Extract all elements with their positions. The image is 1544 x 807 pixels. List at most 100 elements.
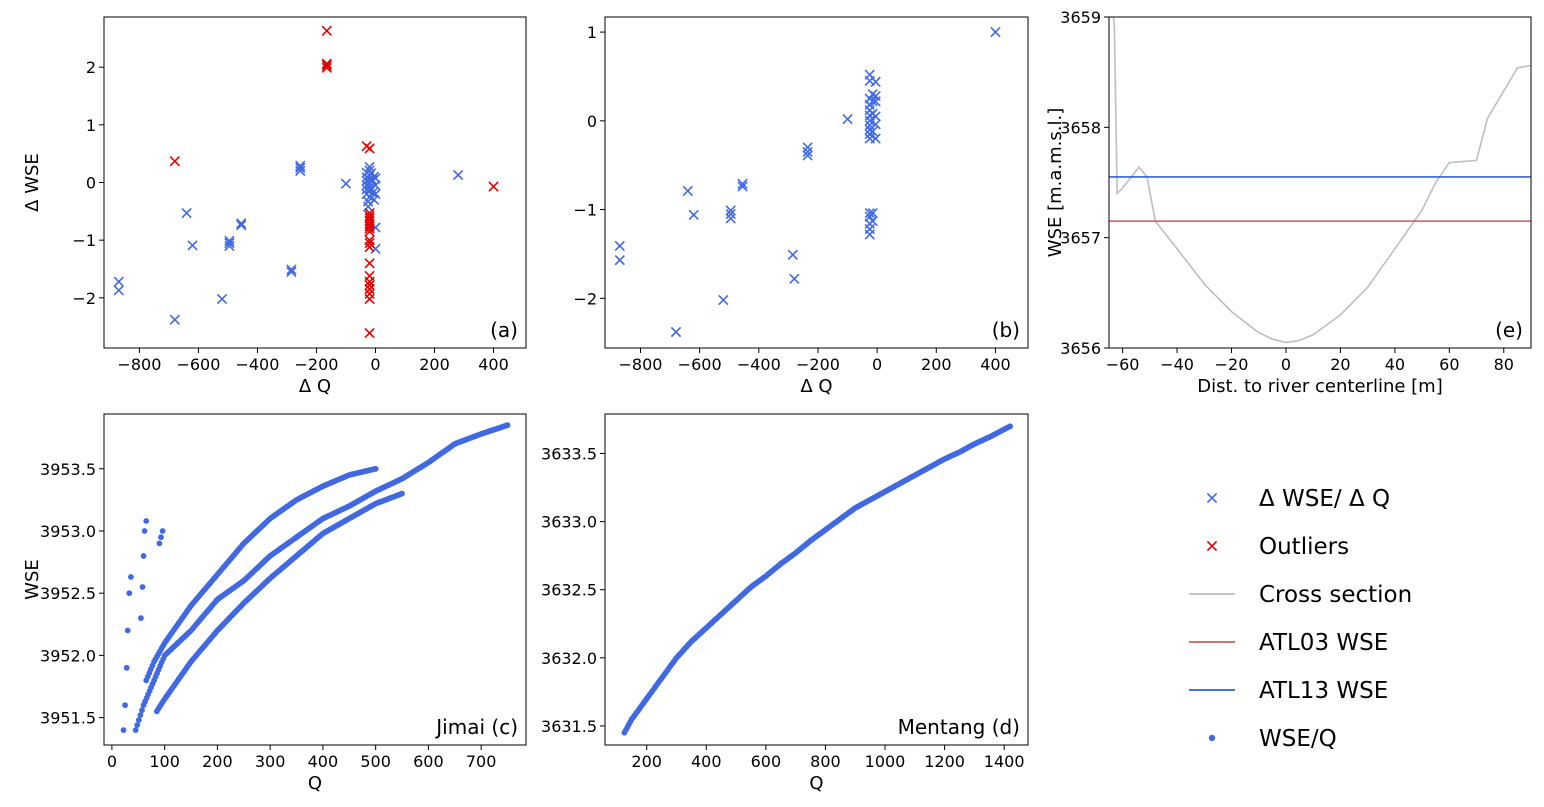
delta-point [340,178,352,189]
x-tick-label: 0 [872,355,882,374]
delta-point [867,96,878,107]
panel-label: (e) [1495,318,1523,342]
y-tick-label: 3658 [1060,118,1101,137]
x-tick-label: −600 [678,355,722,374]
panel-label: (a) [490,318,518,342]
x-tick-label: 500 [360,752,391,771]
x-axis-label: Q [809,773,823,794]
legend-x-marker [1206,540,1218,552]
wse-q-point [158,534,164,541]
plot-area-d [621,423,1013,736]
x-tick-label: 40 [1385,355,1405,374]
x-axis-label: Δ Q [299,376,331,397]
x-tick-label: −400 [737,355,781,374]
x-tick-label: 60 [1439,355,1459,374]
y-tick-label: 3953.0 [40,522,96,541]
y-axis-label: WSE [22,559,43,600]
x-tick-label: −60 [1106,355,1140,374]
wse-q-point [159,528,166,534]
wse-q-point [127,574,134,580]
y-tick-label: 3659 [1060,8,1101,27]
legend-label: ATL03 WSE [1259,630,1388,656]
y-tick-label: 3631.5 [541,717,597,736]
x-tick-label: −800 [619,355,663,374]
y-tick-label: 3657 [1060,229,1101,248]
delta-point [670,326,682,338]
delta-point [870,76,881,87]
wse-q-point [372,465,379,472]
x-tick-label: −40 [1160,355,1194,374]
delta-point [370,180,381,191]
delta-point [224,240,235,252]
x-tick-label: 80 [1494,355,1514,374]
x-tick-label: 20 [1330,355,1350,374]
outlier-point [364,327,375,339]
delta-point [295,160,306,171]
outlier-point [364,237,375,249]
plot-area-a [113,25,499,339]
axes-frame [1108,16,1532,349]
y-tick-label: 3952.0 [40,646,96,665]
x-tick-label: 1000 [865,752,906,771]
cross-section-line [1112,17,1531,344]
delta-point [737,178,748,189]
outlier-point [364,223,375,234]
delta-point [452,169,464,181]
y-tick-label: −2 [72,289,96,308]
x-tick-label: 200 [202,752,233,771]
y-axis-label: WSE [m.a.m.s.l.] [1045,108,1066,257]
legend-label: Cross section [1259,582,1412,608]
delta-point [867,126,878,137]
delta-point [181,207,192,219]
delta-point [725,213,736,224]
delta-point [842,113,853,125]
plot-area-c [120,422,511,733]
delta-point [236,220,247,231]
x-tick-label: 0 [370,355,380,374]
delta-point [990,26,1001,38]
x-tick-label: 400 [980,355,1011,374]
x-tick-label: −20 [1215,355,1249,374]
outlier-point [321,60,332,71]
axes-frame [103,16,527,349]
delta-point [725,208,736,220]
x-tick-label: −400 [235,355,279,374]
delta-point [187,240,198,251]
x-tick-label: 200 [631,752,662,771]
y-tick-label: 1 [86,116,96,135]
wse-q-point [1007,423,1013,430]
delta-point [870,111,881,122]
panel-label: Mentang (d) [898,715,1020,739]
plot-area-b [614,26,1001,338]
y-tick-label: 3633.5 [541,445,597,464]
wse-q-point [143,518,150,524]
x-tick-label: −200 [796,355,840,374]
wse-q-point [139,584,146,590]
wse-q-point [138,615,144,621]
wse-q-point [123,664,130,671]
delta-point [682,185,693,197]
outlier-point [364,293,375,305]
plot-area-e [1109,17,1531,344]
wse-q-point [137,712,144,718]
delta-point [870,119,881,130]
outlier-point [364,241,375,253]
delta-point [364,161,375,173]
legend: Δ WSE/ Δ Q Outliers Cross section ATL03 WSE… [1189,486,1412,752]
y-tick-label: 3951.5 [40,709,96,728]
delta-point [295,162,306,174]
delta-point [718,294,729,306]
delta-point [367,175,378,186]
x-tick-label: −600 [176,355,220,374]
y-tick-label: 3656 [1060,339,1101,358]
panel-label: Jimai (c) [434,715,518,739]
x-tick-label: 300 [255,752,286,771]
wse-q-point [132,727,139,733]
x-tick-label: 700 [466,752,497,771]
delta-point [802,142,813,153]
delta-point [725,205,736,216]
y-tick-label: 3953.5 [40,460,96,479]
axes-frame [103,413,527,746]
outlier-point [364,226,375,237]
delta-point [867,215,878,227]
